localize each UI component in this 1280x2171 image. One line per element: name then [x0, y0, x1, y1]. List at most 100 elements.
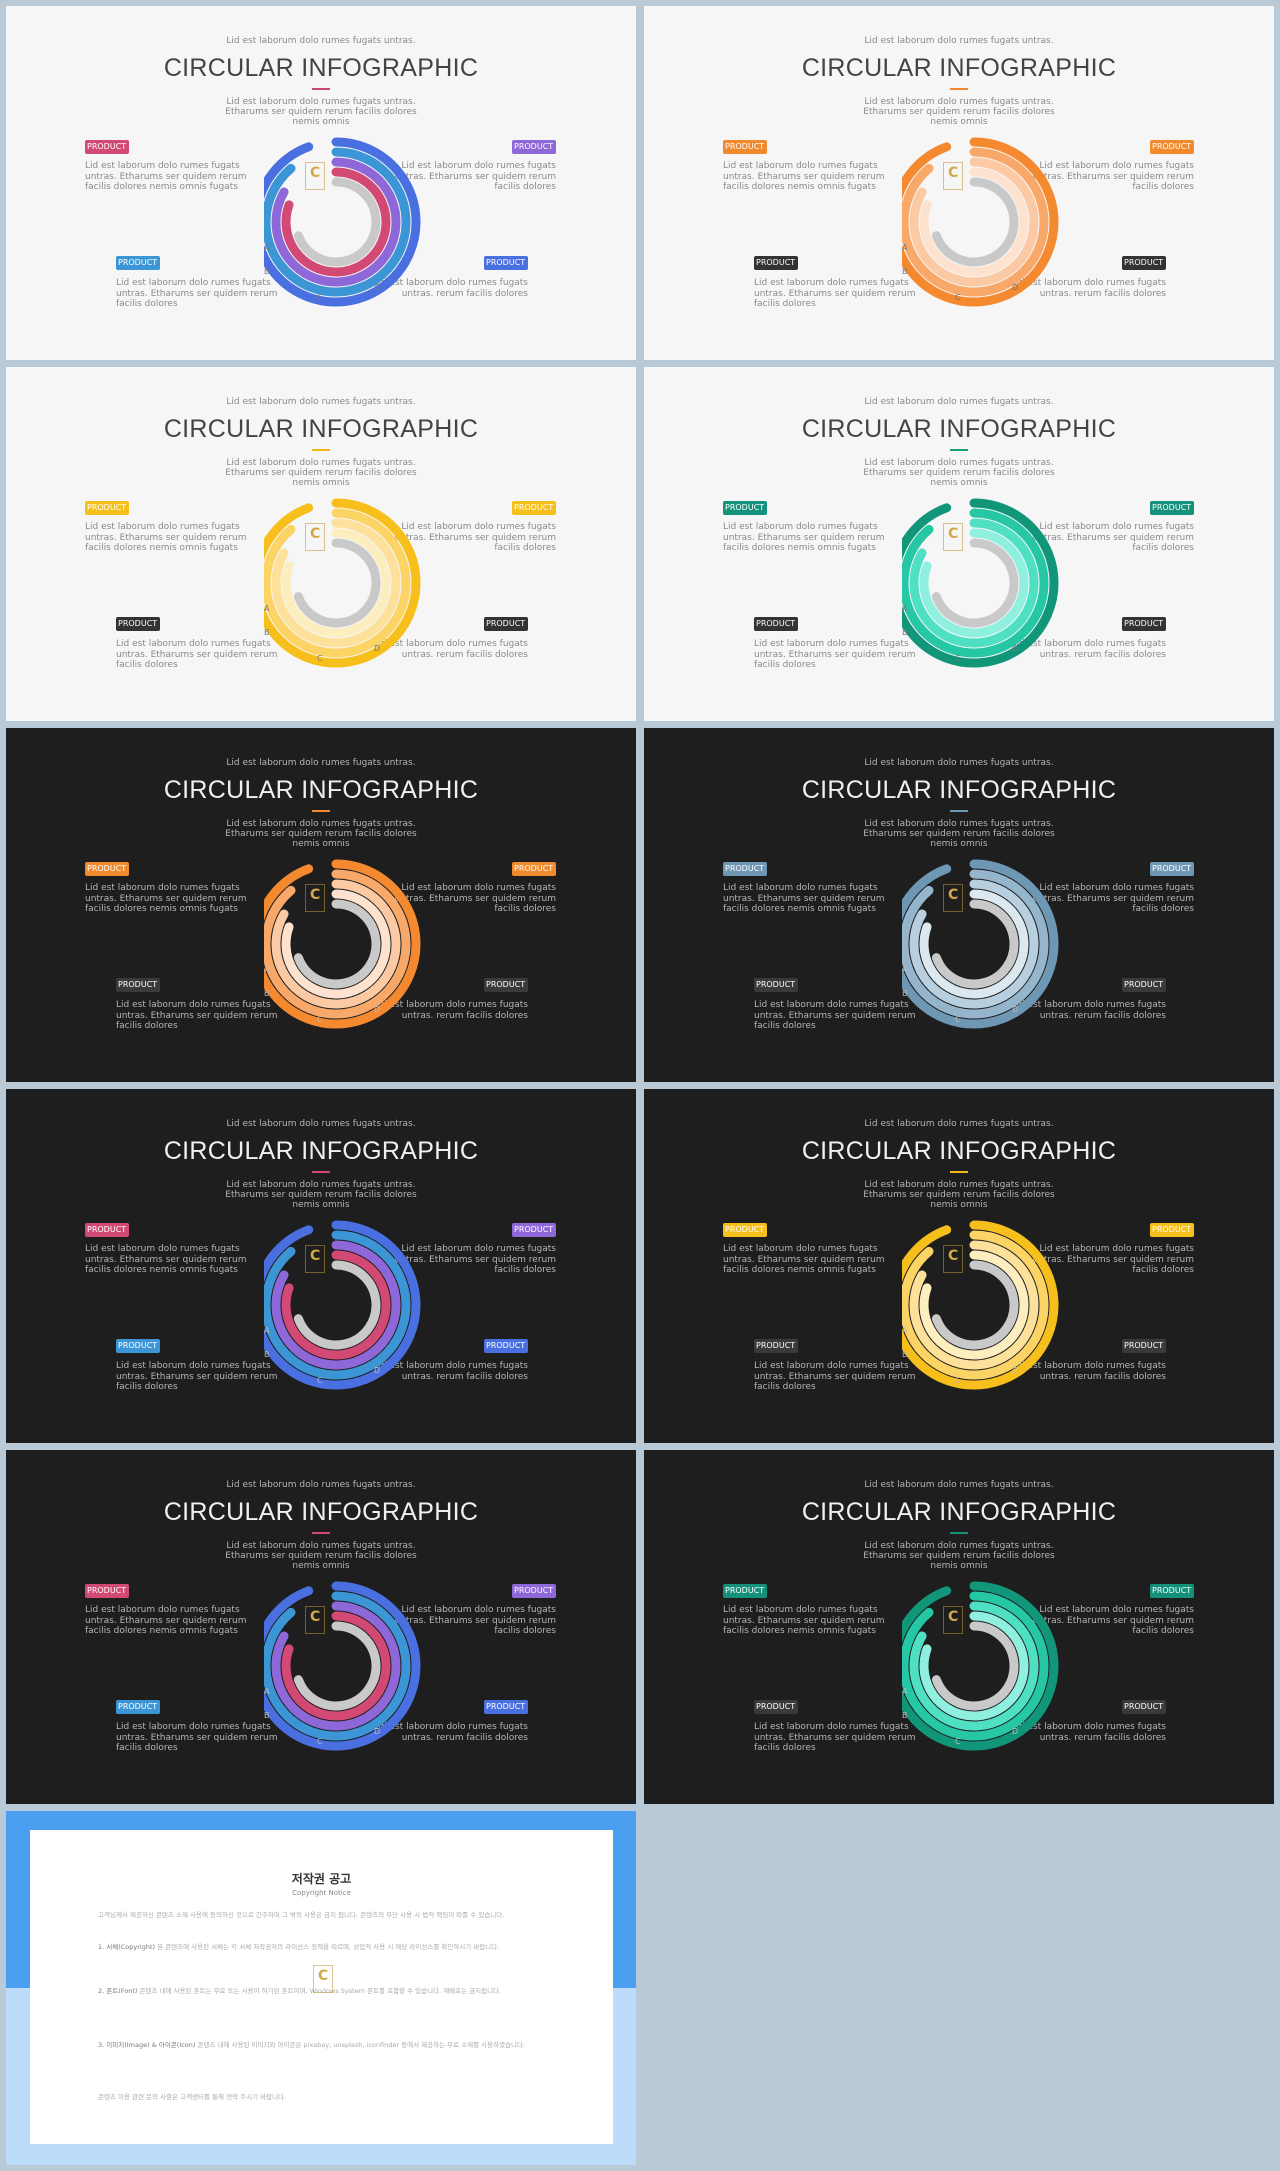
badge-product-c: PRODUCT C	[1150, 1223, 1194, 1237]
slide-top-text: Lid est laborum dolo rumes fugats untras…	[226, 36, 416, 46]
ring-label-d: D	[374, 1005, 380, 1014]
badge-product-d: PRODUCT D	[484, 617, 528, 631]
ring-label-c: C	[955, 293, 961, 302]
product-a-text: Lid est laborum dolo rumes fugats untras…	[85, 883, 247, 914]
title-underline	[950, 1171, 968, 1173]
ring-label-d: D	[374, 1727, 380, 1736]
ring-label-c: C	[955, 1737, 961, 1746]
ring-label-b: B	[264, 989, 270, 998]
ring-4	[902, 1591, 1049, 1741]
product-c-text: Lid est laborum dolo rumes fugats untras…	[1032, 522, 1194, 553]
product-b-text: Lid est laborum dolo rumes fugats untras…	[116, 1361, 278, 1392]
slide-7: Lid est laborum dolo rumes fugats untras…	[6, 1089, 636, 1443]
badge-product-a: PRODUCT A	[723, 862, 767, 876]
ring-4	[264, 1230, 411, 1380]
badge-product-d: PRODUCT D	[484, 978, 528, 992]
ring-label-a: A	[902, 965, 908, 974]
copyright-notice-slide: 저작권 공고 Copyright Notice 고객님께서 제공하신 콘텐츠 소…	[6, 1811, 636, 2165]
notice-section-3-body: 콘텐츠 내에 사용된 이미지와 아이콘은 pixabay, unsplash, …	[197, 2041, 526, 2049]
notice-outro: 콘텐츠 이용 관련 문의 사항은 고객센터를 통해 연락 주시기 바랍니다.	[98, 2093, 287, 2101]
title-underline	[312, 88, 330, 90]
badge-product-d: PRODUCT D	[1122, 256, 1166, 270]
notice-section-3: 3. 이미지(Image) & 아이콘(Icon) 콘텐츠 내에 사용된 이미지…	[98, 2040, 548, 2051]
product-c-text: Lid est laborum dolo rumes fugats untras…	[394, 1244, 556, 1275]
ring-5	[902, 1581, 1059, 1751]
badge-product-a: PRODUCT A	[723, 1584, 767, 1598]
ring-4	[264, 147, 411, 297]
title-underline	[950, 449, 968, 451]
logo-watermark: C	[943, 162, 963, 190]
ring-label-a: A	[264, 1326, 270, 1335]
slide-description: Lid est laborum dolo rumes fugats untras…	[225, 1180, 417, 1210]
badge-product-a: PRODUCT A	[85, 1223, 129, 1237]
badge-product-d: PRODUCT D	[484, 1700, 528, 1714]
slide-title: CIRCULAR INFOGRAPHIC	[801, 1498, 1117, 1526]
ring-label-d: D	[374, 1366, 380, 1375]
ring-label-c: C	[955, 1376, 961, 1385]
badge-product-a: PRODUCT A	[723, 1223, 767, 1237]
slide-description: Lid est laborum dolo rumes fugats untras…	[863, 458, 1055, 488]
product-b-text: Lid est laborum dolo rumes fugats untras…	[116, 1000, 278, 1031]
ring-label-d: D	[1012, 1366, 1018, 1375]
badge-product-a: PRODUCT A	[85, 140, 129, 154]
slide-description: Lid est laborum dolo rumes fugats untras…	[225, 819, 417, 849]
ring-label-c: C	[317, 293, 323, 302]
ring-2	[919, 1250, 1029, 1360]
product-a-text: Lid est laborum dolo rumes fugats untras…	[85, 161, 247, 192]
slide-2: Lid est laborum dolo rumes fugats untras…	[644, 6, 1274, 360]
ring-1	[931, 1260, 1019, 1350]
ring-label-c: C	[317, 1376, 323, 1385]
product-b-text: Lid est laborum dolo rumes fugats untras…	[754, 1000, 916, 1031]
badge-product-b: PRODUCT B	[116, 1339, 160, 1353]
ring-3	[271, 1240, 401, 1370]
badge-product-c: PRODUCT C	[1150, 501, 1194, 515]
badge-product-c: PRODUCT C	[1150, 140, 1194, 154]
title-underline	[312, 810, 330, 812]
logo-watermark: C	[305, 1606, 325, 1634]
logo-letter: C	[310, 526, 321, 542]
title-underline	[312, 1171, 330, 1173]
slide-title: CIRCULAR INFOGRAPHIC	[163, 54, 479, 82]
ring-label-c: C	[955, 654, 961, 663]
product-c-text: Lid est laborum dolo rumes fugats untras…	[1032, 883, 1194, 914]
badge-product-b: PRODUCT B	[754, 1700, 798, 1714]
badge-product-c: PRODUCT C	[1150, 1584, 1194, 1598]
badge-product-c: PRODUCT C	[512, 1223, 556, 1237]
ring-1	[293, 899, 381, 989]
ring-label-a: A	[264, 243, 270, 252]
ring-label-d: D	[1012, 644, 1018, 653]
badge-product-a: PRODUCT A	[85, 862, 129, 876]
slide-description: Lid est laborum dolo rumes fugats untras…	[225, 458, 417, 488]
badge-product-b: PRODUCT B	[754, 1339, 798, 1353]
notice-section-3-title: 3. 이미지(Image) & 아이콘(Icon)	[98, 2041, 196, 2049]
notice-section-2-body: 콘텐츠 내에 사용된 폰트는 무료 또는 사용이 허가된 폰트이며, Windo…	[139, 1987, 502, 1995]
title-underline	[312, 449, 330, 451]
notice-card: 저작권 공고 Copyright Notice 고객님께서 제공하신 콘텐츠 소…	[30, 1830, 613, 2144]
ring-2	[919, 167, 1029, 277]
ring-label-d: D	[1012, 1727, 1018, 1736]
ring-5	[264, 137, 421, 307]
badge-product-c: PRODUCT C	[512, 140, 556, 154]
badge-product-b: PRODUCT B	[754, 256, 798, 270]
slide-title: CIRCULAR INFOGRAPHIC	[801, 776, 1117, 804]
product-a-text: Lid est laborum dolo rumes fugats untras…	[723, 161, 885, 192]
logo-watermark: C	[943, 884, 963, 912]
badge-product-c: PRODUCT C	[1150, 862, 1194, 876]
ring-1	[931, 1621, 1019, 1711]
badge-product-b: PRODUCT B	[116, 617, 160, 631]
slide-description: Lid est laborum dolo rumes fugats untras…	[225, 97, 417, 127]
slide-top-text: Lid est laborum dolo rumes fugats untras…	[864, 1119, 1054, 1129]
ring-4	[902, 869, 1049, 1019]
slide-title: CIRCULAR INFOGRAPHIC	[163, 1498, 479, 1526]
product-d-text: Lid est laborum dolo rumes fugats untras…	[1011, 1361, 1166, 1382]
slide-top-text: Lid est laborum dolo rumes fugats untras…	[226, 397, 416, 407]
ring-2	[919, 528, 1029, 638]
logo-letter: C	[310, 887, 321, 903]
circular-ring-chart: A B C D	[902, 1581, 1059, 1751]
circular-ring-chart: A B C D	[264, 137, 421, 307]
ring-label-a: A	[264, 604, 270, 613]
product-d-text: Lid est laborum dolo rumes fugats untras…	[1011, 639, 1166, 660]
slide-title: CIRCULAR INFOGRAPHIC	[801, 54, 1117, 82]
ring-label-a: A	[264, 1687, 270, 1696]
circular-ring-chart: A B C D	[902, 498, 1059, 668]
